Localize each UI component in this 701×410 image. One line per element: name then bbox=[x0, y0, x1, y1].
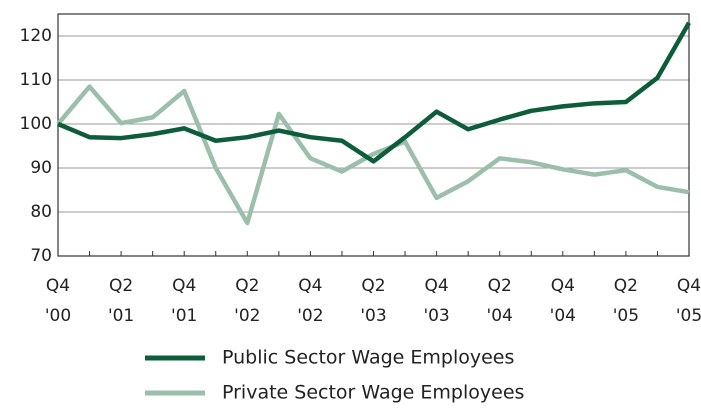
x-tick-label: Q4'05 bbox=[676, 276, 701, 326]
x-tick-label: Q4'03 bbox=[423, 276, 449, 326]
x-tick-label: Q2'05 bbox=[613, 276, 639, 326]
line-series bbox=[56, 84, 690, 226]
x-tick-label: Q2'03 bbox=[360, 276, 386, 326]
x-tick-label: Q2'02 bbox=[234, 276, 260, 326]
x-tick-label: Q4'04 bbox=[550, 276, 576, 326]
x-tick-label: Q4'01 bbox=[171, 276, 197, 326]
x-tick-label: Q4'00 bbox=[45, 276, 71, 326]
y-tick-label: 110 bbox=[20, 70, 52, 90]
x-tick-label: Q2'04 bbox=[487, 276, 513, 326]
legend-label: Public Sector Wage Employees bbox=[222, 347, 514, 369]
x-tick-label: Q2'01 bbox=[108, 276, 134, 326]
x-tick-label: Q4'02 bbox=[297, 276, 323, 326]
line-series bbox=[57, 21, 691, 164]
y-tick-label: 80 bbox=[30, 202, 52, 222]
y-tick-label: 90 bbox=[30, 158, 52, 178]
y-tick-label: 120 bbox=[20, 26, 52, 46]
legend-label: Private Sector Wage Employees bbox=[222, 382, 524, 404]
y-tick-label: 70 bbox=[30, 246, 52, 266]
y-tick-label: 100 bbox=[20, 114, 52, 134]
